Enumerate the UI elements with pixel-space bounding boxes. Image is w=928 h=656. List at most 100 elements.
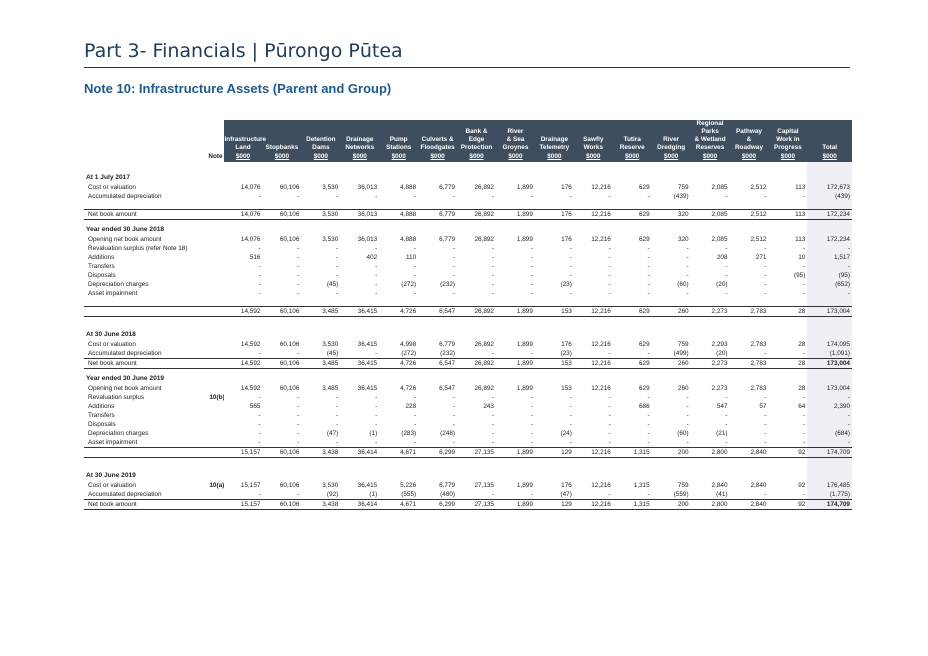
value-cell: 60,106: [262, 306, 302, 317]
value-cell: 2,783: [750, 341, 767, 348]
value-cell: -: [297, 281, 300, 288]
row-label: Disposals: [88, 421, 116, 428]
row-label: Disposals: [88, 272, 116, 279]
section-label: Year ended 30 June 2019: [86, 374, 165, 382]
column-header-line: Reserves: [695, 144, 725, 151]
column-header-line: &: [746, 136, 752, 143]
value-cell: 6,779: [439, 341, 456, 348]
value-cell: -: [686, 290, 689, 297]
value-cell: -: [647, 254, 650, 261]
value-cell: 14,592: [223, 306, 263, 317]
row-note-ref: [207, 340, 223, 349]
column-header-line: Regional Parks: [696, 120, 724, 135]
value-cell: -: [530, 193, 533, 200]
value-cell: 200: [651, 499, 691, 510]
value-cell: -: [686, 263, 689, 270]
value-cell: 1,899: [495, 209, 535, 220]
value-cell: 6,547: [439, 385, 456, 392]
value-cell: -: [452, 421, 456, 428]
value-cell: -: [336, 263, 339, 270]
column-header-line: Protection: [460, 144, 493, 151]
value-cell: (232): [440, 350, 456, 357]
value-cell: 1,899: [495, 306, 535, 317]
value-cell: -: [725, 290, 728, 297]
total-cell: (652): [807, 280, 852, 289]
value-cell: (20): [716, 281, 728, 288]
value-cell: 129: [534, 499, 574, 510]
value-cell: -: [647, 394, 650, 401]
table-row: Disposals - - - - - - - - - - - - - - (95) (95): [84, 271, 852, 280]
value-cell: -: [375, 193, 378, 200]
value-cell: -: [336, 272, 339, 279]
value-cell: 153: [534, 306, 574, 317]
value-cell: 113: [795, 236, 806, 243]
value-cell: 60,106: [262, 209, 302, 220]
value-cell: -: [725, 439, 728, 446]
value-cell: 2,800: [690, 447, 730, 458]
value-cell: -: [297, 403, 300, 410]
value-cell: 12,216: [573, 499, 613, 510]
value-cell: (559): [673, 491, 689, 498]
value-cell: -: [258, 350, 261, 357]
value-cell: 26,892: [457, 209, 496, 220]
value-cell: -: [414, 272, 417, 279]
value-cell: 26,892: [474, 236, 494, 243]
value-cell: -: [336, 193, 339, 200]
value-cell: 228: [405, 403, 417, 410]
column-header-line: River: [507, 128, 524, 135]
column-unit: $000: [547, 153, 562, 160]
value-cell: 176: [561, 341, 572, 348]
column-header-line: Stopbanks: [265, 144, 299, 151]
value-cell: 686: [639, 403, 650, 410]
value-cell: -: [491, 193, 494, 200]
value-cell: -: [569, 290, 572, 297]
value-cell: -: [530, 263, 533, 270]
value-cell: -: [414, 290, 417, 297]
column-unit: $000: [780, 153, 795, 160]
value-cell: -: [258, 272, 261, 279]
value-cell: -: [258, 290, 261, 297]
value-cell: -: [414, 193, 417, 200]
row-label: Accumulated depreciation: [88, 491, 162, 498]
value-cell: -: [764, 491, 767, 498]
value-cell: -: [452, 403, 456, 410]
value-cell: -: [686, 439, 689, 446]
column-header-line: Telemetry: [539, 144, 570, 151]
value-cell: 28: [768, 358, 808, 369]
value-cell: (248): [440, 430, 456, 437]
value-cell: 4,726: [379, 358, 419, 369]
row-label: Net book amount: [84, 209, 208, 220]
row-note-ref: [207, 384, 223, 393]
total-cell: (1,091): [807, 349, 852, 359]
value-cell: -: [491, 254, 494, 261]
column-unit: $000: [702, 153, 718, 160]
value-cell: (41): [716, 491, 728, 498]
value-cell: -: [336, 290, 339, 297]
spacer-row: [84, 316, 852, 325]
value-cell: -: [725, 263, 728, 270]
value-cell: 15,157: [223, 447, 263, 458]
table-row: Revaluation surplus (refer Note 18) - - - - -…: [84, 244, 852, 253]
value-cell: -: [452, 394, 456, 401]
value-cell: -: [803, 290, 806, 297]
row-label: Opening net book amount: [88, 236, 162, 243]
value-cell: 3,530: [301, 209, 341, 220]
value-cell: 629: [639, 341, 650, 348]
value-cell: 2,085: [711, 184, 728, 191]
value-cell: -: [491, 491, 494, 498]
value-cell: -: [297, 272, 300, 279]
row-label: [84, 306, 208, 317]
value-cell: -: [803, 263, 806, 270]
row-label: Accumulated depreciation: [88, 350, 162, 357]
value-cell: 27,135: [474, 482, 494, 489]
column-header-line: Reserve: [619, 144, 645, 151]
value-cell: (23): [560, 350, 572, 357]
value-cell: 243: [483, 403, 494, 410]
label-header: [84, 120, 207, 162]
value-cell: 4,998: [400, 341, 417, 348]
value-cell: -: [258, 245, 261, 252]
value-cell: 2,783: [729, 358, 769, 369]
value-cell: -: [491, 421, 494, 428]
value-cell: 6,547: [418, 306, 458, 317]
total-cell: 174,709: [807, 499, 852, 510]
